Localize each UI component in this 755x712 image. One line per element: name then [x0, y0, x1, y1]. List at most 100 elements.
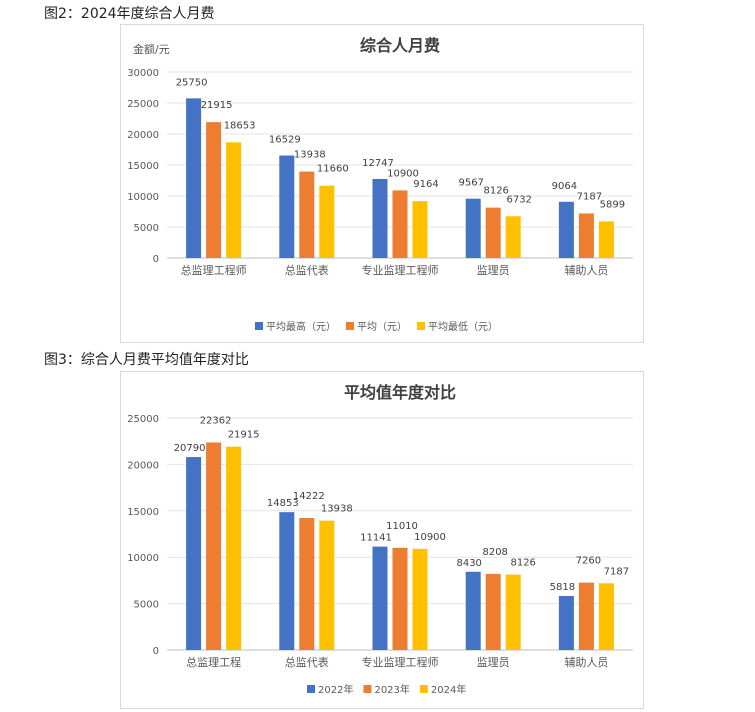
x-tick-label: 辅助人员: [564, 655, 608, 669]
data-label: 13938: [294, 150, 326, 161]
bar: [186, 98, 202, 258]
chart-title: 综合人月费: [360, 36, 440, 55]
y-tick-label: 5000: [134, 600, 159, 611]
legend-label: 平均最低（元）: [428, 320, 498, 333]
data-label: 6732: [506, 194, 531, 205]
y-tick-label: 5000: [134, 223, 159, 234]
y-tick-label: 15000: [127, 507, 159, 518]
data-label: 21915: [201, 100, 233, 111]
bar: [578, 213, 594, 258]
x-tick-label: 总监理工程师: [181, 263, 247, 277]
bar: [392, 547, 408, 650]
bar: [319, 520, 335, 650]
chart1-svg: 综合人月费 金额/元 0 5000 10000 15000 20000 25000 30000 总…: [127, 36, 633, 333]
legend-swatch: [255, 322, 263, 330]
y-tick-label: 10000: [127, 553, 159, 564]
legend-label: 平均（元）: [357, 321, 407, 333]
data-label: 12747: [362, 158, 394, 169]
bar: [372, 546, 388, 650]
chart-yearly-average: 平均值年度对比 0 5000 10000 15000 20000 25000 总监理工程 207…: [120, 371, 644, 709]
bar: [226, 142, 242, 258]
legend-swatch: [417, 322, 425, 330]
chart-monthly-fee-2024: 综合人月费 金额/元 0 5000 10000 15000 20000 25000 30000 总…: [120, 24, 644, 343]
bar: [558, 201, 574, 258]
data-label: 22362: [200, 415, 232, 426]
y-tick-label: 20000: [127, 130, 159, 141]
x-tick-label: 监理员: [477, 656, 510, 669]
data-label: 7187: [604, 566, 629, 577]
data-label: 10900: [414, 532, 446, 543]
y-tick-label: 0: [153, 254, 159, 265]
legend-swatch: [363, 685, 372, 693]
bar: [465, 571, 481, 650]
legend-label: 2023年: [374, 683, 409, 696]
y-tick-label: 15000: [127, 161, 159, 172]
data-label: 8126: [510, 558, 535, 569]
data-label: 8430: [456, 558, 481, 569]
bar: [485, 207, 501, 258]
bar: [598, 221, 614, 258]
x-tick-label: 辅助人员: [564, 263, 608, 277]
bar: [319, 185, 335, 258]
bar: [372, 178, 388, 258]
bar: [598, 583, 614, 650]
legend-label: 平均最高（元）: [266, 320, 336, 333]
data-label: 13938: [321, 504, 353, 515]
legend-label: 2022年: [318, 683, 353, 696]
x-tick-label: 总监代表: [285, 263, 329, 277]
bar: [299, 518, 315, 650]
bar: [578, 582, 594, 650]
legend-swatch: [307, 685, 315, 693]
data-label: 9064: [552, 181, 577, 192]
data-label: 5899: [600, 199, 625, 210]
data-label: 21915: [228, 430, 260, 441]
bar: [392, 190, 408, 258]
bar: [465, 198, 481, 258]
data-label: 11141: [360, 533, 392, 544]
bar: [226, 446, 242, 650]
data-label: 5818: [550, 582, 575, 593]
data-label: 18653: [224, 120, 256, 131]
figure-2-caption: 图2：2024年度综合人月费: [44, 6, 215, 22]
bar: [186, 457, 202, 650]
bar: [206, 442, 222, 650]
data-label: 8208: [482, 547, 507, 558]
x-tick-label: 总监代表: [285, 655, 329, 669]
chart2-svg: 平均值年度对比 0 5000 10000 15000 20000 25000 总监理工程 207…: [127, 383, 633, 696]
y-axis-label: 金额/元: [133, 42, 170, 56]
bar: [558, 596, 574, 650]
chart-title: 平均值年度对比: [344, 383, 456, 402]
x-tick-label: 专业监理工程师: [362, 655, 439, 669]
bar: [412, 201, 428, 258]
bar: [279, 512, 295, 650]
data-label: 9164: [413, 179, 438, 190]
y-tick-label: 30000: [127, 68, 159, 79]
bar: [412, 548, 428, 650]
y-tick-label: 0: [153, 646, 159, 657]
y-tick-label: 25000: [127, 99, 159, 110]
x-tick-label: 监理员: [477, 264, 510, 277]
bar: [206, 122, 222, 258]
data-label: 11010: [386, 521, 418, 532]
legend-label: 2024年: [431, 683, 466, 696]
data-label: 8126: [483, 186, 508, 197]
data-label: 14853: [267, 498, 299, 509]
data-label: 7187: [577, 191, 602, 202]
data-label: 9567: [458, 178, 483, 189]
y-tick-label: 10000: [127, 192, 159, 203]
legend-swatch: [419, 685, 428, 693]
bar: [299, 171, 315, 258]
bar: [505, 574, 521, 650]
bar: [279, 155, 295, 258]
legend-swatch: [346, 322, 354, 330]
bar: [485, 573, 501, 650]
x-tick-label: 专业监理工程师: [362, 263, 439, 277]
data-label: 16529: [269, 135, 301, 146]
bar: [505, 216, 521, 258]
y-tick-label: 25000: [127, 414, 159, 425]
data-label: 20790: [174, 443, 206, 454]
data-label: 11660: [317, 164, 349, 175]
x-tick-label: 总监理工程: [186, 655, 241, 669]
figure-3-caption: 图3：综合人月费平均值年度对比: [44, 352, 249, 368]
data-label: 14222: [293, 491, 325, 502]
